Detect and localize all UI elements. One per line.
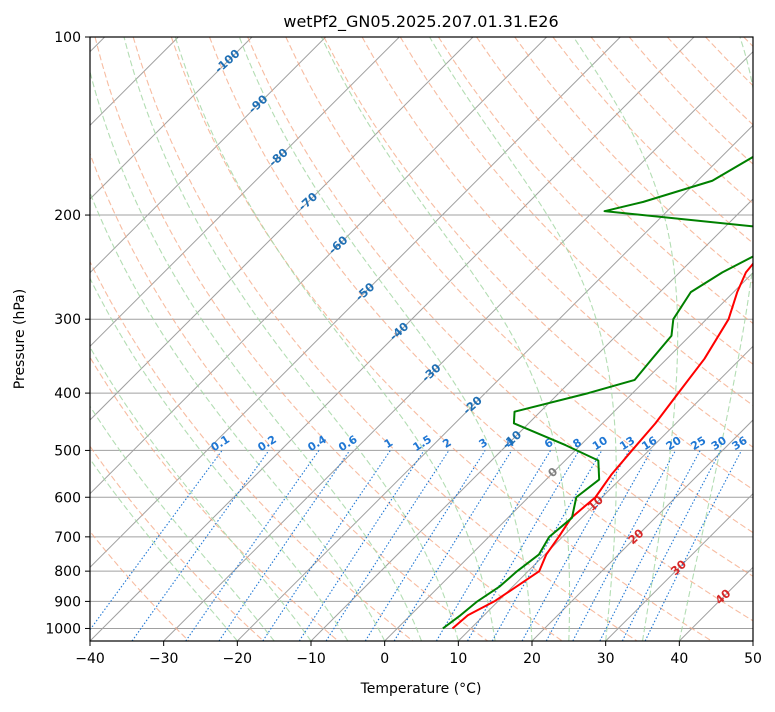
- y-tick-label: 600: [54, 490, 81, 506]
- y-tick-label: 800: [54, 564, 81, 580]
- x-tick-label: −20: [223, 651, 253, 667]
- y-tick-label: 300: [54, 312, 81, 328]
- x-tick-label: 50: [744, 651, 762, 667]
- y-tick-label: 1000: [45, 621, 81, 637]
- y-tick-label: 700: [54, 530, 81, 546]
- y-axis-label: Pressure (hPa): [12, 289, 28, 389]
- chart-title: wetPf2_GN05.2025.207.01.31.E26: [283, 12, 558, 32]
- y-tick-label: 100: [54, 30, 81, 46]
- y-tick-label: 400: [54, 386, 81, 402]
- y-tick-label: 200: [54, 208, 81, 224]
- x-tick-label: 30: [597, 651, 615, 667]
- y-tick-label: 900: [54, 594, 81, 610]
- x-tick-label: 40: [670, 651, 688, 667]
- x-axis-label: Temperature (°C): [360, 681, 482, 697]
- x-tick-label: 20: [523, 651, 541, 667]
- x-tick-label: 0: [380, 651, 389, 667]
- y-tick-label: 500: [54, 443, 81, 459]
- x-tick-label: −40: [75, 651, 105, 667]
- x-tick-label: 10: [449, 651, 467, 667]
- x-tick-label: −10: [296, 651, 326, 667]
- x-tick-label: −30: [149, 651, 179, 667]
